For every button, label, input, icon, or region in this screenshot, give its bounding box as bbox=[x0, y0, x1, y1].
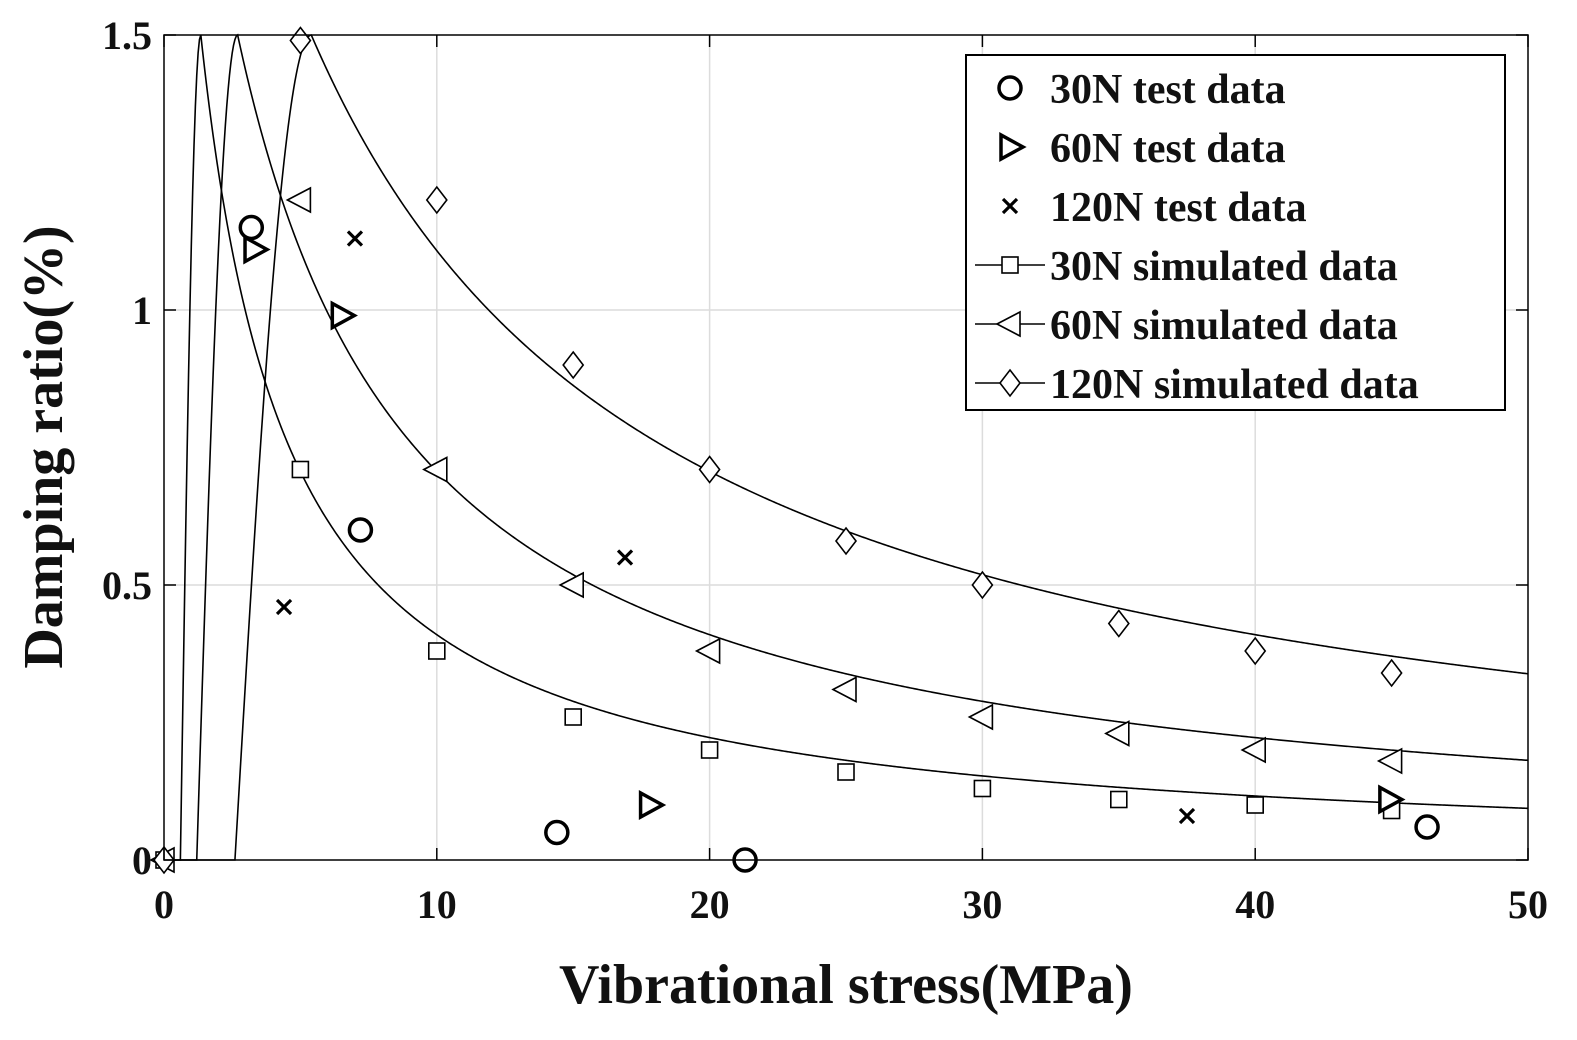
x-tick-label: 20 bbox=[690, 882, 730, 927]
test-point bbox=[275, 598, 293, 616]
legend-label: 120N simulated data bbox=[1050, 362, 1419, 408]
sim-point bbox=[564, 708, 583, 726]
legend-marker bbox=[1001, 197, 1019, 215]
sim-point bbox=[967, 703, 994, 731]
sim-point bbox=[1240, 736, 1266, 764]
sim-point bbox=[291, 460, 310, 479]
sim-point bbox=[834, 526, 858, 556]
legend-label: 30N test data bbox=[1050, 67, 1286, 113]
x-axis-title: Vibrational stress(MPa) bbox=[559, 954, 1133, 1016]
y-tick-label: 0 bbox=[132, 838, 152, 883]
plot-frame bbox=[163, 34, 1529, 861]
test-point bbox=[1178, 807, 1196, 825]
legend-marker bbox=[999, 132, 1027, 162]
sim-point bbox=[1244, 636, 1267, 666]
test-point bbox=[238, 214, 265, 241]
legend: 30N test data 60N test data 120N test data… bbox=[965, 54, 1506, 411]
legend-label: 30N simulated data bbox=[1050, 244, 1398, 290]
legend-marker bbox=[995, 310, 1021, 338]
sim-point bbox=[285, 186, 312, 214]
sim-point bbox=[831, 676, 857, 703]
legend-marker bbox=[997, 75, 1023, 101]
legend-marker bbox=[998, 368, 1022, 398]
test-point bbox=[616, 549, 634, 566]
sim-point bbox=[427, 642, 446, 660]
x-tick-label: 50 bbox=[1508, 882, 1548, 927]
sim-point bbox=[1107, 609, 1130, 638]
legend-label: 60N simulated data bbox=[1050, 303, 1398, 349]
sim-point bbox=[971, 570, 994, 600]
sim-point bbox=[425, 185, 448, 215]
sim-point bbox=[558, 571, 585, 599]
test-point bbox=[346, 230, 364, 247]
legend-marker bbox=[1001, 256, 1019, 274]
sim-point bbox=[837, 763, 855, 781]
x-tick-label: 0 bbox=[154, 882, 174, 927]
sim-point bbox=[422, 456, 448, 483]
y-axis-title: Damping ratio(%) bbox=[13, 225, 75, 668]
legend-label: 60N test data bbox=[1050, 126, 1286, 172]
test-point bbox=[544, 819, 570, 846]
sim-point bbox=[289, 26, 312, 55]
axis-ticks: 0 10 20 30 40 50 0 0.5 1 1.5 bbox=[102, 13, 1548, 927]
x-tick-label: 30 bbox=[962, 882, 1002, 927]
sim-point bbox=[973, 779, 992, 798]
sim-point bbox=[1104, 720, 1130, 747]
x-tick-label: 10 bbox=[417, 882, 457, 927]
sim-point bbox=[700, 741, 719, 759]
sim-point bbox=[1246, 796, 1264, 814]
sim-point bbox=[1376, 747, 1403, 775]
y-tick-label: 0.5 bbox=[102, 563, 152, 608]
y-tick-label: 1 bbox=[132, 288, 152, 333]
legend-box bbox=[965, 54, 1506, 411]
test-point bbox=[1414, 814, 1440, 840]
test-point bbox=[330, 300, 358, 331]
data-markers bbox=[149, 26, 1440, 875]
x-tick-label: 40 bbox=[1235, 882, 1275, 927]
test-point bbox=[243, 234, 271, 265]
test-point bbox=[1378, 784, 1406, 815]
sim-point bbox=[562, 350, 585, 380]
sim-point bbox=[694, 637, 721, 665]
series-line-60n-simulated-data bbox=[164, 33, 1529, 861]
series-line-30n-simulated-data bbox=[164, 34, 1529, 861]
test-point bbox=[638, 790, 667, 820]
sim-point bbox=[1380, 658, 1403, 688]
legend-label: 120N test data bbox=[1050, 185, 1307, 231]
sim-point bbox=[1110, 790, 1128, 809]
sim-point bbox=[698, 455, 721, 484]
y-tick-label: 1.5 bbox=[102, 13, 152, 58]
test-point bbox=[347, 517, 374, 543]
